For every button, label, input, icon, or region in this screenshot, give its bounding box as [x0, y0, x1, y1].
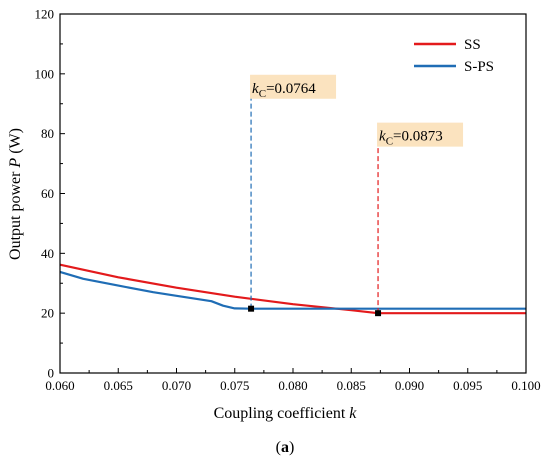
x-tick-label-1: 0.065: [104, 378, 133, 393]
legend: SS S-PS: [414, 37, 494, 75]
annotation-box-1: [377, 122, 464, 147]
y-tick-label-4: 80: [41, 126, 54, 141]
y-tick-label-0: 0: [48, 366, 55, 381]
critical-point-1: [375, 310, 382, 317]
axes-layer: 0.060 0.065 0.070 0.075 0.080 0.085 0.090 0.095…: [35, 7, 541, 394]
x-tick-label-5: 0.085: [337, 378, 366, 393]
critical-point-0: [248, 305, 255, 312]
series-line-ss: [59, 263, 526, 315]
x-tick-label-8: 0.100: [511, 378, 540, 393]
plot-layer: kC=0.0764 kC=0.0873: [59, 74, 526, 317]
x-tick-label-6: 0.090: [395, 378, 424, 393]
plot-frame: [59, 13, 527, 374]
annotation-label-1: kC=0.0873: [379, 129, 443, 148]
annotation-box-0: [250, 74, 337, 99]
x-tick-label-2: 0.070: [162, 378, 191, 393]
y-tick-label-6: 120: [35, 7, 55, 22]
series-line-s-ps: [59, 270, 526, 310]
legend-label-ss: SS: [464, 37, 481, 53]
figure-caption: (a): [276, 439, 295, 456]
annotation-label-0: kC=0.0764: [252, 81, 316, 100]
y-axis-title: Output power P (W): [7, 128, 24, 260]
x-tick-label-7: 0.095: [453, 378, 482, 393]
legend-label-s-ps: S-PS: [464, 59, 494, 75]
y-tick-label-2: 40: [41, 246, 54, 261]
y-tick-label-1: 20: [41, 306, 54, 321]
y-tick-label-5: 100: [35, 66, 55, 81]
x-tick-label-3: 0.075: [220, 378, 249, 393]
x-axis-title: Coupling coefficient k: [214, 405, 358, 422]
x-tick-label-4: 0.080: [278, 378, 307, 393]
y-tick-label-3: 60: [41, 186, 54, 201]
x-tick-label-0: 0.060: [45, 378, 74, 393]
